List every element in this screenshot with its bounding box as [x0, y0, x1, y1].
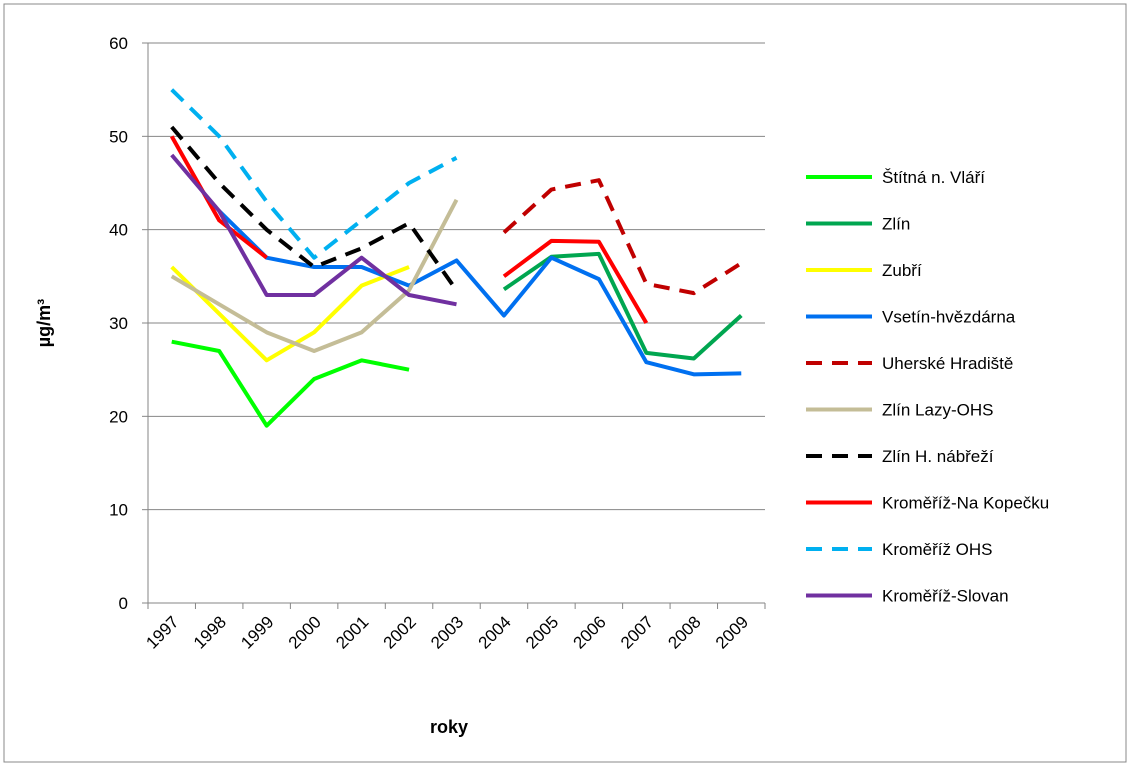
legend-label: Štítná n. Vláří	[882, 168, 985, 187]
series-line	[171, 339, 410, 428]
legend-label: Vsetín-hvězdárna	[882, 308, 1016, 327]
series-line	[502, 178, 743, 296]
series-line	[170, 198, 459, 353]
y-tick-label: 40	[109, 221, 128, 240]
x-axis-label: roky	[430, 717, 468, 737]
legend-label: Zlín Lazy-OHS	[882, 401, 993, 420]
y-tick-label: 60	[109, 34, 128, 53]
series-line	[170, 265, 410, 363]
legend-label: Kroměříž OHS	[882, 540, 993, 559]
y-tick-label: 20	[109, 407, 128, 426]
y-axis-label: µg/m³	[34, 299, 54, 347]
series-line	[217, 209, 742, 377]
series-line	[170, 153, 457, 307]
series-line	[169, 135, 649, 325]
series-line	[502, 251, 743, 361]
y-tick-label: 10	[109, 501, 128, 520]
y-tick-label: 0	[119, 594, 128, 613]
chart-border	[3, 3, 1127, 763]
legend-label: Uherské Hradiště	[882, 354, 1013, 373]
legend-label: Kroměříž-Slovan	[882, 587, 1009, 606]
legend-label: Zubří	[882, 261, 922, 280]
series-line	[170, 88, 458, 260]
legend-label: Zlín H. nábřeží	[882, 447, 994, 466]
y-tick-label: 30	[109, 314, 128, 333]
legend-label: Kroměříž-Na Kopečku	[882, 494, 1049, 513]
y-tick-label: 50	[109, 127, 128, 146]
legend-label: Zlín	[882, 215, 910, 234]
